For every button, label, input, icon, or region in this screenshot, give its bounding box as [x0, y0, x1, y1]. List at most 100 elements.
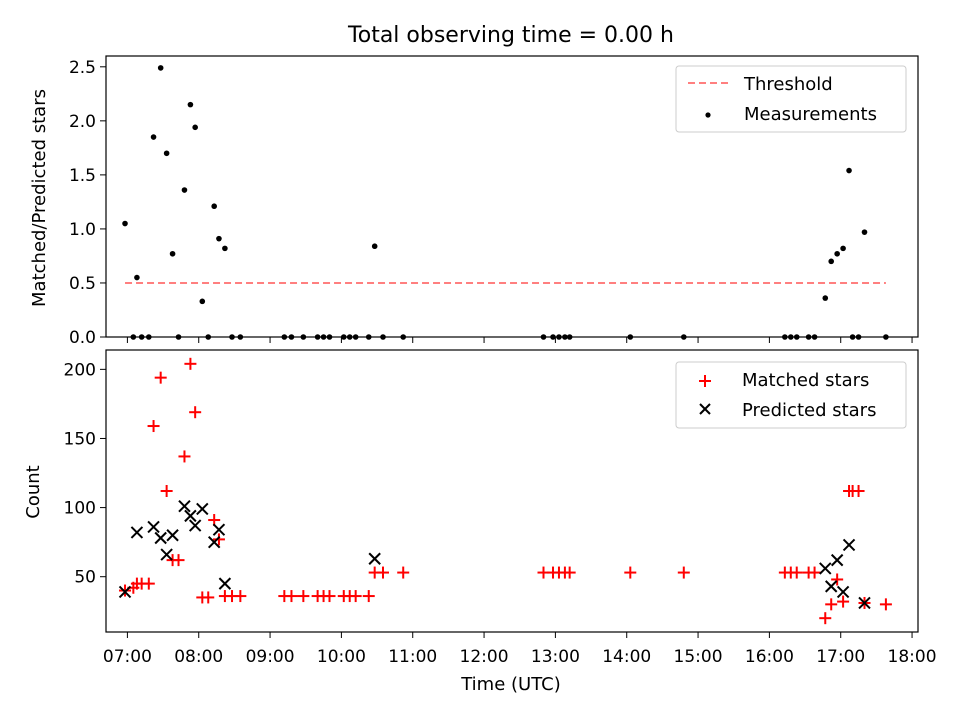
- top-panel-title: Total observing time = 0.00 h: [347, 23, 674, 48]
- top-ytick-label: 2.5: [69, 58, 96, 78]
- matched-star-point: [624, 566, 637, 579]
- measurement-point: [122, 220, 128, 227]
- predicted-star-stroke-b: [825, 580, 838, 593]
- predicted-star-point: [207, 535, 221, 549]
- bottom-xtick-label: 18:00: [888, 647, 937, 667]
- measurement-point: [211, 203, 217, 210]
- predicted-star-point: [130, 526, 144, 539]
- bottom-xtick-label: 15:00: [674, 647, 723, 667]
- predicted-star-stroke-b: [184, 509, 197, 523]
- predicted-star-stroke-b: [842, 538, 856, 552]
- measurement-point: [828, 258, 835, 265]
- predicted-star-stroke-b: [218, 577, 232, 590]
- measurement-point: [192, 124, 198, 131]
- predicted-star-point: [147, 520, 160, 534]
- matched-star-point: [362, 590, 375, 603]
- matched-star-point: [178, 450, 191, 463]
- legend-measurements-label: Measurements: [744, 104, 877, 125]
- legend-predicted-label: Predicted stars: [742, 400, 876, 421]
- predicted-star-stroke-b: [858, 596, 871, 610]
- predicted-star-stroke-b: [207, 535, 221, 549]
- top-panel-xticks: [126, 337, 913, 343]
- matched-star-point: [234, 590, 247, 603]
- matched-star-point: [142, 577, 155, 590]
- bottom-ytick-label: 200: [64, 360, 96, 380]
- matched-star-point: [212, 533, 225, 546]
- measurement-point: [150, 134, 157, 140]
- bottom-panel-legend-box: [675, 361, 907, 429]
- predicted-star-point: [154, 531, 167, 545]
- matched-star-point: [879, 598, 892, 611]
- predicted-star-point: [184, 509, 197, 523]
- predicted-star-point: [160, 548, 173, 561]
- measurement-point: [157, 65, 164, 71]
- matched-star-point: [202, 591, 215, 604]
- legend-predicted-swatch: [699, 403, 711, 415]
- matched-star-point: [285, 590, 298, 603]
- predicted-star-stroke-b: [154, 531, 167, 545]
- bottom-xtick-label: 14:00: [602, 647, 651, 667]
- bottom-xtick-label: 13:00: [531, 647, 580, 667]
- predicted-star-stroke-b: [130, 526, 144, 539]
- top-panel-yticks: 0.0 0.5 1.0 1.5 2.0 2.5: [69, 58, 106, 348]
- top-panel-frame: [105, 55, 919, 338]
- bottom-panel-ylabel: Count: [23, 465, 44, 518]
- matched-star-point: [397, 566, 410, 579]
- predicted-star-point: [819, 562, 832, 575]
- bottom-panel-marks: [118, 357, 892, 625]
- matched-star-point: [172, 554, 185, 567]
- predicted-star-point: [825, 580, 838, 593]
- bottom-panel-xlabel: Time (UTC): [460, 674, 561, 695]
- matched-star-point: [790, 566, 803, 579]
- matched-star-point: [677, 566, 690, 579]
- measurement-point: [181, 187, 188, 193]
- predicted-star-point: [858, 596, 871, 610]
- matched-star-point: [808, 566, 821, 579]
- predicted-star-point: [212, 523, 226, 536]
- predicted-star-point: [178, 499, 191, 513]
- matched-star-point: [189, 406, 202, 419]
- matched-star-point: [184, 357, 197, 370]
- matched-star-point: [852, 485, 865, 497]
- bottom-panel-yticks: 50 100 150 200: [64, 360, 106, 588]
- predicted-star-stroke-b: [368, 552, 381, 565]
- measurement-point: [187, 101, 194, 108]
- predicted-star-point: [830, 553, 844, 567]
- legend-threshold-label: Threshold: [743, 74, 833, 95]
- measurement-point: [222, 245, 228, 252]
- predicted-star-point: [218, 577, 232, 590]
- top-panel-legend-box: [675, 65, 907, 133]
- measurement-point: [834, 250, 840, 257]
- predicted-star-point: [196, 502, 209, 516]
- measurement-point: [846, 167, 852, 174]
- matched-star-point: [154, 371, 167, 384]
- matched-star-point: [563, 566, 576, 579]
- bottom-xtick-label: 11:00: [388, 647, 437, 667]
- legend-measurements-swatch: [705, 112, 711, 118]
- predicted-star-point: [836, 585, 850, 599]
- predicted-star-stroke-b: [178, 499, 191, 513]
- measurement-point: [861, 229, 868, 235]
- predicted-star-point: [166, 529, 179, 542]
- top-panel-legend: Threshold Measurements: [675, 65, 907, 133]
- matched-star-point: [825, 598, 838, 611]
- legend-matched-label: Matched stars: [742, 370, 869, 391]
- measurement-point: [822, 295, 829, 301]
- measurement-point: [169, 250, 176, 257]
- predicted-star-stroke-b: [188, 519, 202, 532]
- bottom-xtick-label: 08:00: [174, 647, 223, 667]
- top-ytick-label: 2.0: [69, 112, 96, 132]
- predicted-star-point: [118, 585, 132, 599]
- predicted-star-stroke-b: [118, 585, 132, 599]
- predicted-star-point: [188, 519, 202, 532]
- predicted-star-stroke-b: [830, 553, 844, 567]
- top-panel-ylabel: Matched/Predicted stars: [29, 89, 50, 307]
- matched-star-point: [377, 566, 390, 579]
- bottom-xtick-label: 09:00: [246, 647, 295, 667]
- measurement-point: [199, 298, 206, 305]
- top-ytick-label: 1.5: [69, 166, 96, 186]
- bottom-xtick-label: 16:00: [745, 647, 794, 667]
- top-ytick-label: 0.5: [69, 274, 96, 294]
- matched-star-point: [349, 590, 362, 603]
- predicted-star-stroke-b: [819, 562, 832, 575]
